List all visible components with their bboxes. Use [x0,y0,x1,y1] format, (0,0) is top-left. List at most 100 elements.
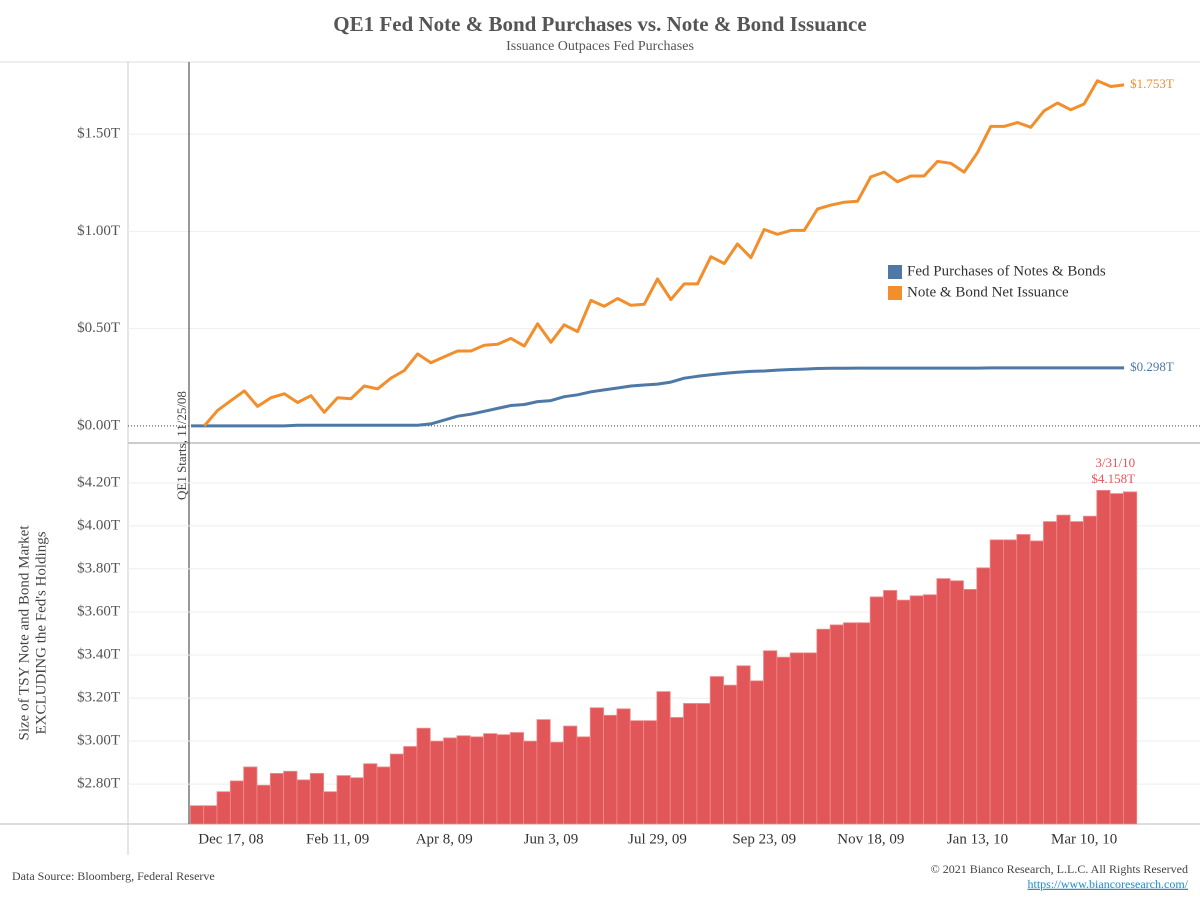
bar [296,779,311,825]
bar [1016,534,1031,825]
bar [336,775,351,825]
legend-label: Fed Purchases of Notes & Bonds [907,263,1106,279]
bar [456,735,471,825]
bar [309,773,325,825]
bar [323,791,338,825]
chart-subtitle: Issuance Outpaces Fed Purchases [506,39,694,54]
bar [203,805,218,825]
bar [749,680,764,825]
y-tick-label: $3.80T [77,560,120,576]
footer-copyright: © 2021 Bianco Research, L.L.C. All Right… [931,862,1188,876]
value-label: $1.753T [1130,76,1174,91]
bar [363,763,378,825]
series-line [203,79,1125,427]
y-tick-label: $4.00T [77,517,120,533]
x-tick-label: Jan 13, 10 [947,831,1008,847]
bar [763,650,778,825]
bar [723,684,738,825]
value-label: $0.298T [1130,359,1174,374]
qe1-annotation: QE1 Starts, 11/25/08 [174,391,189,500]
y-tick-label: $0.50T [77,320,120,336]
x-tick-label: Jun 3, 09 [524,831,579,847]
y-tick-label: $4.20T [77,474,120,490]
bar [1003,539,1018,825]
bar [923,594,938,825]
y-tick-label: $2.80T [77,776,120,792]
y-tick-label: $1.00T [77,223,120,239]
bar [776,656,791,825]
bar [563,725,578,825]
y-tick-label: $0.00T [77,417,120,433]
bar [496,734,511,825]
x-tick-label: Sep 23, 09 [732,831,796,847]
bar [883,590,898,825]
bar [349,777,365,825]
bar [736,665,751,825]
bar [229,780,245,825]
bar [1043,521,1058,825]
bar [696,703,711,825]
x-tick-label: Jul 29, 09 [628,831,687,847]
bar [843,622,858,825]
bar [1083,515,1098,825]
bar [269,773,285,825]
bar [989,539,1004,825]
footer-source: Data Source: Bloomberg, Federal Reserve [12,869,215,883]
bar [536,719,551,825]
bar [189,805,205,825]
bar [283,770,298,825]
bar [403,746,418,825]
bar [1069,521,1084,825]
bar [709,676,724,825]
bar [976,567,991,825]
bar [483,733,498,825]
bar [1123,491,1138,825]
series-line [191,366,1125,428]
bar [963,588,978,825]
bar [256,784,271,825]
bar [816,628,831,825]
x-tick-label: Feb 11, 09 [306,831,369,847]
bar [509,732,524,825]
bar [603,714,618,825]
x-tick-label: Apr 8, 09 [416,831,473,847]
chart-title: QE1 Fed Note & Bond Purchases vs. Note &… [333,12,866,36]
bar [549,741,564,825]
y-tick-label: $3.20T [77,690,120,706]
bar [1056,514,1071,825]
bar [936,578,951,825]
bar [523,740,538,825]
bar [1096,489,1111,825]
bar [416,727,431,825]
bar [443,737,458,825]
bar [469,736,484,825]
bar [683,703,698,825]
bar [789,652,804,825]
bar [949,580,964,825]
bar [856,622,871,825]
bar [656,691,671,825]
bar [896,599,911,825]
x-tick-label: Dec 17, 08 [198,831,263,847]
legend-label: Note & Bond Net Issuance [907,284,1069,300]
bar [669,717,684,825]
bar [216,791,231,825]
bar [376,766,391,825]
bar [429,740,445,825]
bar [629,720,644,825]
value-label: $4.158T [1091,471,1135,486]
bar [1029,540,1044,825]
legend-swatch [888,286,902,300]
y-tick-label: $1.50T [77,126,120,142]
bar [589,707,604,825]
y-axis-title: EXCLUDING the Fed's Holdings [33,531,49,734]
bar [643,720,658,825]
bar [829,624,844,825]
y-tick-label: $3.60T [77,603,120,619]
bar [803,652,818,825]
footer-link[interactable]: https://www.biancoresearch.com/ [1027,877,1188,891]
bar [243,766,258,825]
y-axis-title: Size of TSY Note and Bond Market [16,525,32,741]
